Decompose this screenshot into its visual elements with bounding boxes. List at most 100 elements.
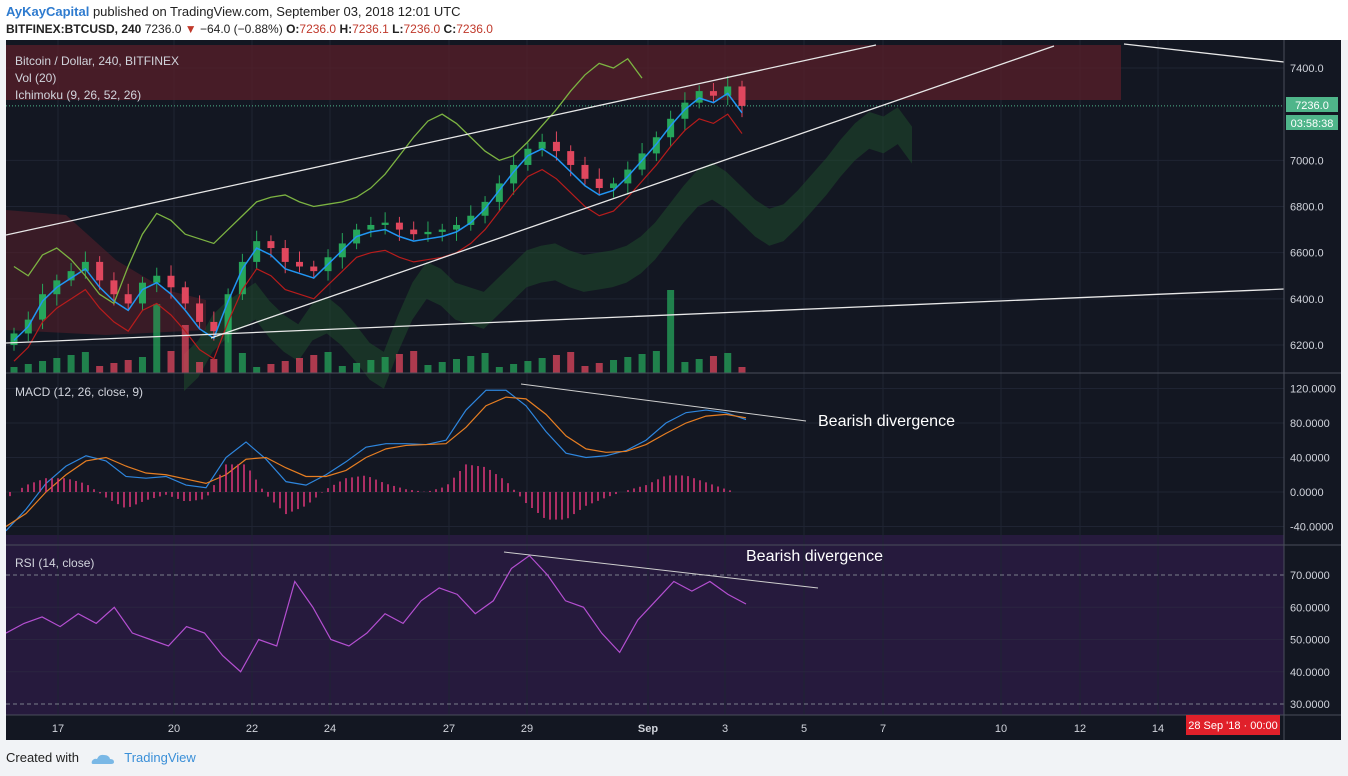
volume-bar xyxy=(367,360,375,373)
volume-bar xyxy=(96,366,104,373)
rsi-tick-label: 30.0000 xyxy=(1290,699,1330,711)
volume-bar xyxy=(24,364,32,373)
candle-body xyxy=(138,282,146,304)
rsi-line xyxy=(5,554,747,673)
volume-bar xyxy=(324,352,332,373)
volume-bar xyxy=(724,353,732,373)
support-trendline[interactable] xyxy=(5,288,1285,344)
rsi-tick-label: 60.0000 xyxy=(1290,602,1330,614)
candle-body xyxy=(595,178,603,189)
candle-body xyxy=(667,118,675,138)
candle-body xyxy=(181,287,189,304)
volume-bar xyxy=(438,362,446,373)
candle-body xyxy=(395,222,403,230)
macd-divergence-annotation: Bearish divergence xyxy=(818,413,955,430)
macd-tick-label: 40.0000 xyxy=(1290,453,1330,465)
volume-bar xyxy=(495,367,503,373)
candle-body xyxy=(67,271,75,281)
volume-bar xyxy=(10,367,18,373)
volume-bar xyxy=(595,363,603,373)
volume-bar xyxy=(167,351,175,373)
volume-bar xyxy=(638,354,646,373)
price-tick-label: 6400.0 xyxy=(1290,294,1324,306)
candle-body xyxy=(238,261,246,295)
candle-body xyxy=(381,222,389,225)
rsi-pane-title[interactable]: RSI (14, close) xyxy=(15,556,94,570)
price-change: −64.0 (−0.88%) xyxy=(199,22,283,36)
candle-body xyxy=(124,294,132,304)
candle-body xyxy=(367,224,375,230)
volume-bar xyxy=(510,364,518,373)
volume-bar xyxy=(81,352,89,373)
volume-bar xyxy=(610,360,618,373)
open-value: 7236.0 xyxy=(299,22,337,36)
macd-signal-line xyxy=(5,396,747,528)
candle-body xyxy=(652,137,660,154)
volume-bar xyxy=(567,352,575,373)
author-link[interactable]: AyKayCapital xyxy=(6,4,90,19)
time-tick-label: 27 xyxy=(443,723,455,735)
candle-body xyxy=(510,164,518,184)
countdown-tag xyxy=(1286,115,1338,130)
created-with-label: Created with xyxy=(6,750,79,765)
candle-body xyxy=(410,229,418,235)
price-tick-label: 6600.0 xyxy=(1290,248,1324,260)
time-tick-label: 17 xyxy=(52,723,64,735)
kijun-sen-line xyxy=(13,113,743,362)
date-cursor-tag-text: 28 Sep '18 · 00:00 xyxy=(1188,720,1278,732)
volume-bar xyxy=(652,351,660,373)
tradingview-link[interactable]: TradingView xyxy=(124,750,196,765)
low-label: L: xyxy=(392,22,404,36)
price-tick-label: 7000.0 xyxy=(1290,155,1324,167)
time-tick-label: 10 xyxy=(995,723,1007,735)
volume-bar xyxy=(138,357,146,373)
time-tick-label: 12 xyxy=(1074,723,1086,735)
volume-bar xyxy=(467,356,475,373)
volume-bar xyxy=(124,360,132,373)
candle-body xyxy=(110,280,118,295)
channel-lower-trendline[interactable] xyxy=(210,45,1055,339)
close-value: 7236.0 xyxy=(456,22,493,36)
volume-bar xyxy=(110,363,118,373)
volume-bar xyxy=(695,359,703,373)
volume-bar xyxy=(738,367,746,373)
candle-body xyxy=(438,229,446,232)
last-price-tag xyxy=(1286,97,1338,112)
macd-pane-title[interactable]: MACD (12, 26, close, 9) xyxy=(15,385,143,399)
chart-frame[interactable]: 7400.0 7000.0 6800.0 6600.0 6400.0 6200.0 17 20… xyxy=(5,40,1341,740)
volume-bar xyxy=(524,361,532,373)
volume-bar xyxy=(395,354,403,373)
volume-indicator-label[interactable]: Vol (20) xyxy=(15,71,56,85)
time-tick-label: 20 xyxy=(168,723,180,735)
candle-body xyxy=(196,303,204,322)
volume-bar xyxy=(552,355,560,373)
chart-svg[interactable]: 7400.0 7000.0 6800.0 6600.0 6400.0 6200.0 17 20… xyxy=(5,40,1341,740)
chikou-span-line xyxy=(13,57,643,305)
time-tick-label: 14 xyxy=(1152,723,1164,735)
volume-bar xyxy=(581,366,589,373)
volume-bar xyxy=(338,366,346,373)
time-tick-label: Sep xyxy=(638,723,658,735)
ichimoku-indicator-label[interactable]: Ichimoku (9, 26, 52, 26) xyxy=(15,88,141,102)
volume-bar xyxy=(196,362,204,373)
volume-bar xyxy=(481,353,489,373)
candle-body xyxy=(96,261,104,281)
channel-upper-trendline[interactable] xyxy=(5,44,877,236)
symbol-label: BITFINEX:BTCUSD, 240 xyxy=(6,22,142,36)
close-label: C: xyxy=(443,22,457,36)
macd-divergence-line[interactable] xyxy=(520,383,807,422)
time-tick-label: 22 xyxy=(246,723,258,735)
rsi-divergence-line[interactable] xyxy=(503,551,819,589)
candle-body xyxy=(610,183,618,189)
publish-header: AyKayCapital published on TradingView.co… xyxy=(0,0,1348,40)
candle-body xyxy=(724,86,732,96)
volume-bar xyxy=(67,355,75,373)
low-value: 7236.0 xyxy=(403,22,441,36)
volume-bar xyxy=(39,361,47,373)
candle-body xyxy=(638,153,646,170)
date-cursor-tag xyxy=(1186,715,1280,735)
volume-bar xyxy=(681,362,689,373)
resistance-trendline[interactable] xyxy=(1123,43,1285,63)
main-pane-title: Bitcoin / Dollar, 240, BITFINEX xyxy=(15,54,179,68)
high-value: 7236.1 xyxy=(352,22,389,36)
